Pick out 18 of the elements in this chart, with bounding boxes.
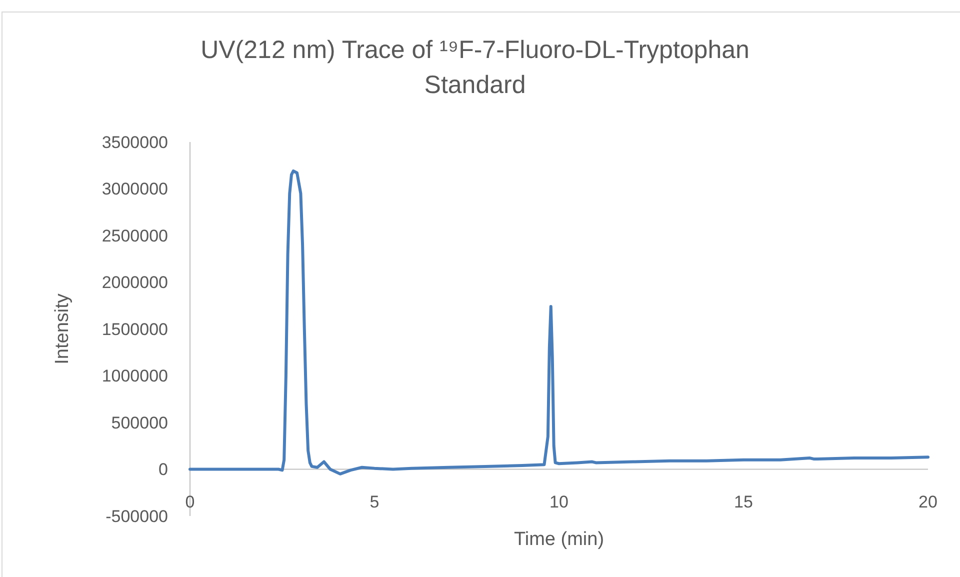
chart-title: UV(212 nm) Trace of ¹⁹F-7-Fluoro-DL-Tryptophan Standard (200, 36, 750, 99)
y-tick-label: 0 (158, 460, 168, 480)
line-series (188, 169, 930, 476)
y-tick-label: 2500000 (102, 226, 168, 246)
y-tick-label: 1500000 (102, 320, 168, 339)
y-tick-label: 1000000 (102, 366, 168, 386)
x-tick-label: 0 (185, 492, 195, 512)
y-tick-label: 3500000 (102, 132, 168, 152)
x-tick-label: 20 (918, 492, 938, 512)
x-tick-label: 15 (734, 492, 753, 512)
y-axis-title: Intensity (52, 293, 73, 364)
x-axis-title: Time (min) (514, 529, 604, 550)
y-tick-label: 500000 (111, 413, 168, 432)
y-tick-label: 2000000 (102, 273, 168, 292)
y-tick-label: 3000000 (102, 180, 168, 199)
x-tick-label: 10 (550, 492, 568, 512)
y-tick-label: -500000 (106, 506, 168, 526)
x-tick-label: 5 (370, 492, 380, 512)
